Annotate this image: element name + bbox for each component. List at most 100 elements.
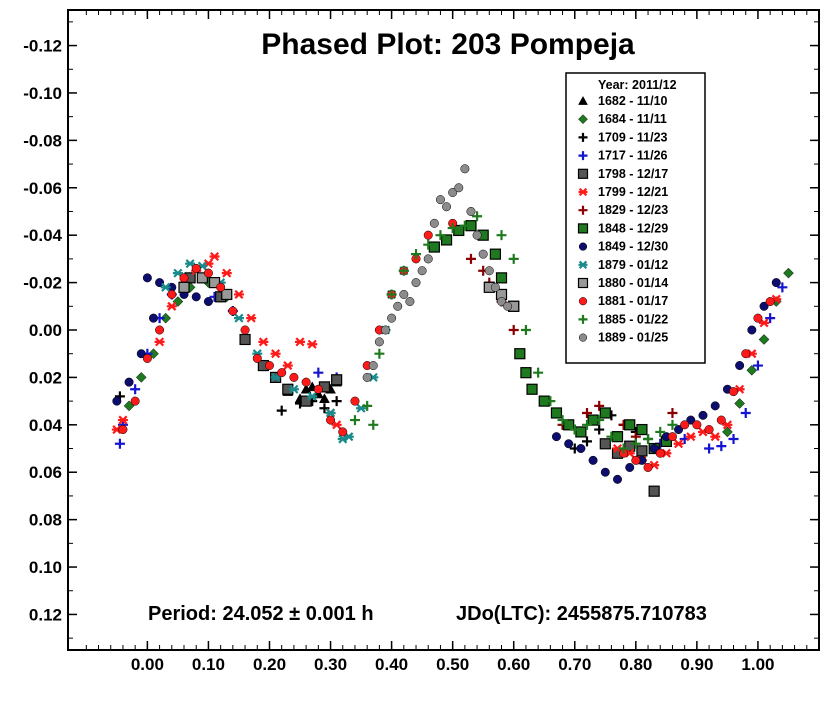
legend-marker	[578, 187, 588, 197]
data-point	[423, 254, 433, 264]
legend-marker	[578, 314, 588, 324]
data-point	[752, 360, 763, 371]
data-point	[440, 234, 453, 246]
data-point	[233, 313, 244, 323]
data-point	[741, 349, 751, 359]
data-point	[221, 288, 233, 301]
data-point	[453, 224, 465, 237]
data-point	[252, 353, 262, 363]
data-point	[564, 439, 574, 449]
data-point	[563, 419, 575, 431]
data-point	[203, 268, 213, 278]
legend-marker	[578, 205, 588, 215]
data-point	[624, 440, 636, 452]
x-tick-label: 0.60	[497, 655, 530, 674]
data-point	[636, 423, 648, 436]
data-point	[569, 424, 580, 435]
data-point	[765, 313, 776, 324]
data-point	[472, 211, 483, 222]
legend-label: 1848 - 12/29	[598, 221, 668, 235]
data-point	[454, 183, 464, 193]
data-point	[495, 272, 508, 284]
data-point	[349, 415, 360, 426]
data-point	[301, 377, 311, 387]
data-point	[783, 267, 794, 279]
data-point	[368, 419, 379, 430]
data-point	[166, 301, 177, 311]
data-point	[594, 424, 605, 435]
data-point	[442, 202, 452, 212]
data-point	[319, 403, 330, 414]
data-point	[747, 325, 757, 335]
data-point	[765, 297, 775, 307]
data-point	[698, 410, 708, 420]
legend-marker	[578, 333, 588, 342]
data-point	[178, 281, 190, 293]
legend-box	[565, 72, 706, 364]
data-point	[282, 361, 293, 371]
legend-label: 1682 - 11/10	[598, 94, 668, 108]
legend-marker	[578, 297, 588, 306]
series-1848	[428, 220, 672, 455]
period-annotation: Period: 24.052 ± 0.001 h	[148, 603, 374, 625]
data-point	[496, 230, 507, 241]
data-point	[362, 372, 372, 382]
legend-marker	[578, 242, 588, 251]
y-tick-label: -0.04	[23, 226, 62, 245]
data-point	[405, 297, 415, 307]
data-point	[710, 401, 720, 411]
data-point	[417, 266, 427, 276]
data-point	[447, 223, 458, 234]
data-point	[130, 396, 140, 406]
data-point	[643, 462, 653, 472]
data-point	[228, 306, 238, 316]
data-point	[289, 372, 299, 382]
data-point	[387, 313, 397, 323]
data-point	[148, 313, 158, 323]
data-point	[191, 292, 201, 302]
legend-label: 1879 - 01/12	[598, 258, 668, 272]
data-point	[729, 387, 739, 397]
data-point	[270, 349, 281, 359]
data-point	[503, 301, 513, 311]
series-1889	[362, 164, 513, 382]
y-tick-label: -0.12	[23, 37, 62, 56]
data-point	[667, 432, 677, 442]
data-point	[258, 337, 269, 347]
data-point	[508, 325, 519, 335]
legend-label: 1889 - 01/25	[598, 331, 668, 345]
y-tick-label: -0.10	[23, 84, 62, 103]
data-point	[722, 426, 733, 438]
data-point	[550, 407, 563, 419]
data-point	[160, 282, 171, 292]
data-point	[331, 374, 343, 386]
data-point	[117, 415, 128, 425]
data-point	[118, 425, 128, 435]
data-point	[716, 415, 726, 425]
data-point	[362, 400, 373, 411]
data-point	[594, 400, 605, 411]
data-point	[325, 408, 336, 418]
x-tick-label: 0.90	[680, 655, 713, 674]
data-point	[484, 266, 494, 276]
data-point	[557, 415, 568, 426]
x-tick-label: 0.70	[558, 655, 591, 674]
data-point	[179, 273, 189, 283]
data-point	[114, 438, 125, 449]
data-point	[136, 349, 146, 359]
legend-label: 1849 - 12/30	[598, 240, 668, 254]
plot-frame	[67, 9, 820, 651]
data-point	[167, 289, 177, 299]
x-tick-label: 0.00	[131, 655, 164, 674]
data-point	[380, 325, 390, 335]
data-point	[240, 325, 250, 335]
data-point	[520, 367, 532, 379]
data-point	[636, 445, 648, 457]
data-point	[288, 384, 299, 394]
y-tick-label: -0.06	[23, 179, 62, 198]
y-tick-label: 0.08	[29, 511, 62, 530]
data-point	[643, 434, 654, 445]
data-point	[191, 263, 201, 273]
data-point	[374, 348, 385, 359]
